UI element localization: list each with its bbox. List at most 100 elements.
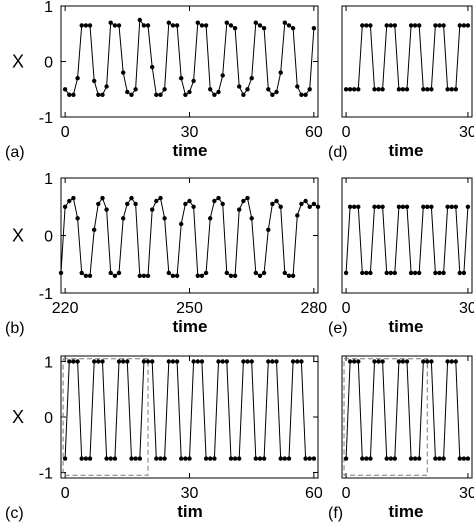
data-point: [295, 359, 300, 364]
data-point: [449, 204, 454, 209]
data-point: [396, 204, 402, 209]
x-tick-label: 30: [459, 485, 474, 502]
panel-label: (c): [5, 505, 24, 522]
x-tick-label: 30: [459, 300, 474, 317]
data-point: [343, 87, 349, 92]
x-tick-label: 220: [52, 300, 79, 317]
data-point: [433, 23, 438, 28]
data-point: [187, 456, 192, 461]
data-point: [141, 23, 147, 28]
plot-frame: [341, 177, 473, 294]
data-point: [433, 270, 438, 276]
data-point: [237, 207, 242, 212]
data-point: [372, 359, 377, 364]
data-point: [203, 456, 209, 461]
data-point: [224, 359, 229, 364]
data-point: [170, 273, 176, 278]
data-point: [183, 201, 188, 207]
highlight-box: [62, 358, 149, 476]
data-point: [396, 87, 402, 92]
data-point: [121, 216, 126, 221]
data-point: [195, 359, 200, 364]
data-point: [360, 456, 365, 461]
data-point: [245, 359, 250, 364]
data-point: [449, 87, 454, 92]
data-point: [174, 273, 180, 278]
data-point: [67, 359, 72, 364]
data-point: [220, 201, 225, 207]
data-point: [104, 456, 109, 461]
data-point: [187, 89, 192, 95]
panel-e: 0 30 time (e): [328, 177, 474, 337]
panel-label: (e): [328, 320, 348, 337]
data-point: [290, 359, 296, 364]
data-point: [311, 456, 317, 461]
data-point: [170, 359, 176, 364]
data-point: [356, 359, 361, 364]
data-point: [241, 198, 246, 204]
panel-label: (d): [328, 144, 348, 161]
data-point: [108, 456, 113, 461]
data-point: [71, 195, 76, 201]
data-point: [112, 273, 118, 278]
data-point: [417, 23, 422, 28]
data-point: [220, 359, 225, 364]
panel-d: 0 30 time (d): [328, 5, 474, 161]
data-point: [274, 359, 279, 364]
x-tick-label: 30: [459, 124, 474, 141]
data-point: [449, 359, 454, 364]
x-tick-label: 250: [176, 300, 203, 317]
data-point: [441, 23, 446, 28]
data-point: [299, 92, 304, 98]
data-point: [429, 359, 434, 364]
data-point: [392, 23, 397, 28]
data-point: [179, 456, 184, 461]
data-point: [274, 198, 279, 204]
data-point: [445, 87, 450, 92]
data-point: [372, 204, 377, 209]
data-point: [388, 456, 393, 461]
data-point: [303, 456, 308, 461]
x-tick-label: 0: [342, 124, 351, 141]
data-point: [100, 359, 105, 364]
x-tick-label: 60: [305, 485, 323, 502]
data-point: [278, 204, 283, 209]
data-point: [364, 456, 369, 461]
data-point: [150, 64, 155, 70]
data-point: [208, 216, 213, 221]
data-point: [232, 456, 238, 461]
data-point: [154, 198, 159, 204]
data-point: [421, 359, 426, 364]
data-point: [249, 216, 254, 221]
data-point: [174, 359, 180, 364]
data-point: [400, 359, 406, 364]
data-point: [125, 201, 130, 207]
y-tick-label: 1: [44, 171, 53, 188]
data-point: [425, 204, 430, 209]
data-point: [241, 92, 246, 98]
panel-label: (f): [328, 505, 343, 522]
data-point: [87, 456, 93, 461]
data-point: [112, 456, 118, 461]
data-point: [245, 87, 250, 92]
data-point: [199, 23, 205, 28]
x-tick-label: 0: [342, 300, 351, 317]
data-point: [83, 23, 89, 28]
data-point: [368, 270, 373, 276]
data-point: [299, 201, 304, 207]
data-point: [274, 89, 279, 95]
data-point: [421, 87, 426, 92]
data-point: [104, 207, 109, 212]
data-point: [121, 70, 126, 75]
data-point: [116, 23, 122, 28]
data-point: [216, 359, 221, 364]
data-point: [212, 198, 217, 204]
data-point: [384, 270, 389, 276]
y-tick-label: -1: [39, 110, 53, 127]
data-point: [179, 221, 184, 227]
plot-frame: [341, 355, 473, 479]
data-point: [352, 87, 357, 92]
data-point: [445, 359, 450, 364]
data-point: [199, 359, 205, 364]
data-point: [266, 227, 271, 232]
